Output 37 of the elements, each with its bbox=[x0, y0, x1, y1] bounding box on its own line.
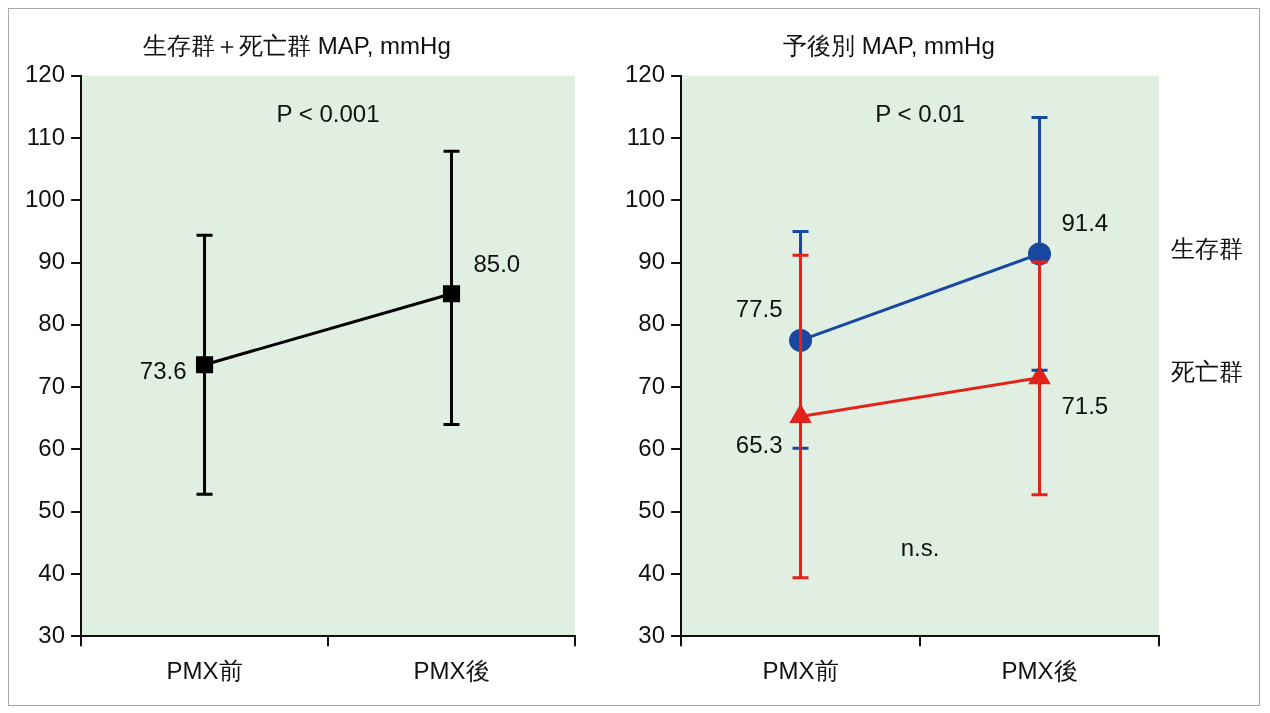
y-tick-label: 90 bbox=[638, 247, 666, 275]
data-label: 91.4 bbox=[1061, 208, 1109, 236]
y-tick-label: 120 bbox=[625, 60, 666, 88]
y-tick-label: 100 bbox=[25, 184, 66, 212]
data-label: 77.5 bbox=[735, 295, 783, 323]
y-tick-label: 60 bbox=[38, 434, 66, 462]
chart-title: 予後別 MAP, mmHg bbox=[783, 32, 995, 60]
y-tick-label: 30 bbox=[38, 620, 66, 648]
annotation: P < 0.01 bbox=[875, 100, 965, 128]
y-tick-label: 110 bbox=[626, 122, 666, 150]
x-tick-label: PMX後 bbox=[1001, 657, 1078, 685]
annotation: P < 0.001 bbox=[276, 100, 380, 128]
y-tick-label: 30 bbox=[638, 620, 666, 648]
y-tick-label: 70 bbox=[638, 371, 666, 399]
y-tick-label: 110 bbox=[26, 122, 66, 150]
x-tick-label: PMX後 bbox=[413, 657, 490, 685]
data-label: 73.6 bbox=[139, 357, 187, 385]
y-tick-label: 50 bbox=[38, 496, 66, 524]
y-tick-label: 80 bbox=[38, 309, 66, 337]
y-tick-label: 70 bbox=[38, 371, 66, 399]
text: 生存群 bbox=[1171, 234, 1243, 262]
y-tick-label: 80 bbox=[638, 309, 666, 337]
data-label: 65.3 bbox=[735, 431, 783, 459]
y-tick-label: 120 bbox=[25, 60, 66, 88]
y-tick-label: 90 bbox=[38, 247, 66, 275]
text: 死亡群 bbox=[1171, 358, 1243, 386]
chart-title: 生存群＋死亡群 MAP, mmHg bbox=[143, 32, 451, 60]
y-tick-label: 50 bbox=[638, 496, 666, 524]
data-label: 85.0 bbox=[473, 250, 521, 278]
annotation: n.s. bbox=[900, 533, 940, 561]
y-tick-label: 40 bbox=[38, 558, 66, 586]
data-label: 71.5 bbox=[1061, 392, 1109, 420]
y-tick-label: 100 bbox=[625, 184, 666, 212]
y-tick-label: 40 bbox=[638, 558, 666, 586]
y-tick-label: 60 bbox=[638, 434, 666, 462]
x-tick-label: PMX前 bbox=[166, 657, 243, 685]
x-tick-label: PMX前 bbox=[762, 657, 839, 685]
